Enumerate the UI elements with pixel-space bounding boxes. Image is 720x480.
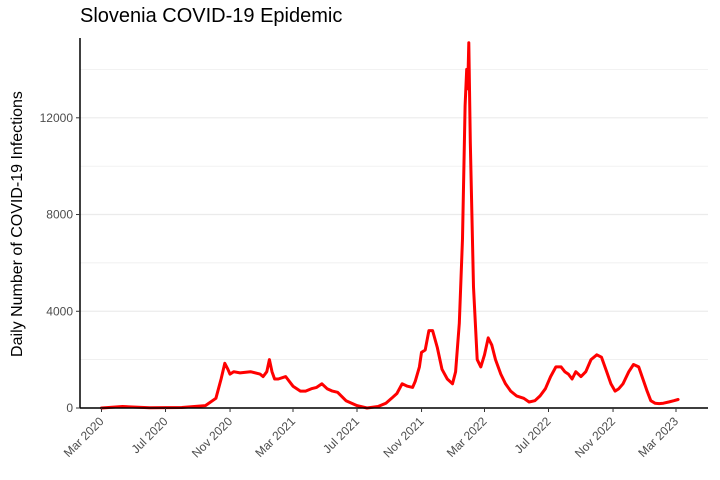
x-tick-label: Nov 2021: [380, 414, 426, 460]
axes: [76, 38, 708, 412]
y-tick-label: 4000: [46, 304, 73, 318]
y-axis-title: Daily Number of COVID-19 Infections: [9, 91, 26, 357]
data-layer: [100, 41, 680, 410]
x-tick-label: Mar 2020: [61, 414, 107, 460]
x-tick-label: Jul 2020: [129, 414, 171, 456]
x-tick-label: Mar 2021: [252, 414, 298, 460]
y-tick-label: 8000: [46, 208, 73, 222]
x-tick-label: Jul 2021: [320, 414, 362, 456]
series-line: [100, 41, 680, 410]
x-tick-label: Jul 2022: [512, 414, 554, 456]
x-tick-label: Nov 2020: [189, 414, 235, 460]
y-tick-label: 12000: [40, 111, 74, 125]
y-tick-label: 0: [66, 401, 73, 415]
x-tick-label: Mar 2022: [444, 414, 490, 460]
x-tick-label: Mar 2023: [635, 414, 681, 460]
chart-title: Slovenia COVID-19 Epidemic: [80, 5, 343, 27]
grid-lines: [80, 69, 708, 409]
x-tick-label: Nov 2022: [572, 414, 618, 460]
